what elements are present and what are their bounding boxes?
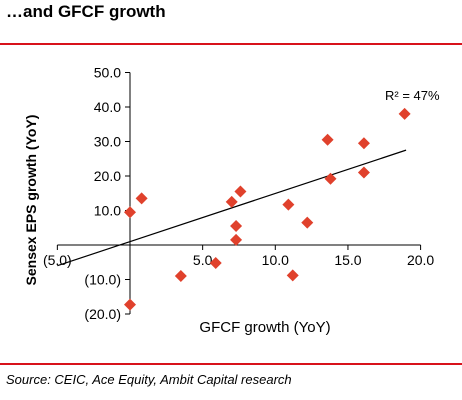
trendline-line — [57, 149, 407, 267]
data-point — [357, 166, 370, 179]
data-point — [301, 216, 314, 229]
trendline — [57, 149, 407, 267]
y-tick-label: 20.0 — [94, 168, 121, 184]
y-tick-label: 30.0 — [94, 134, 121, 150]
y-tick-label: (10.0) — [84, 272, 121, 288]
data-point — [321, 133, 334, 146]
r-squared-label: R² = 47% — [385, 88, 440, 103]
data-point — [124, 298, 136, 311]
scatter-chart: (20.0) (10.0) 10.0 20.0 30.0 40.0 50.0 (5.0) 5.… — [23, 65, 440, 337]
x-tick-label: 5.0 — [193, 252, 213, 268]
data-point — [135, 192, 148, 205]
y-axis: (20.0) (10.0) 10.0 20.0 30.0 40.0 50.0 — [84, 65, 131, 322]
y-tick-label: (20.0) — [84, 306, 121, 322]
data-point — [282, 198, 295, 211]
source-note: Source: CEIC, Ace Equity, Ambit Capital … — [6, 372, 292, 387]
x-tick-label: 10.0 — [262, 252, 289, 268]
data-points — [124, 107, 411, 311]
y-tick-label: 10.0 — [94, 203, 121, 219]
x-tick-label: 20.0 — [407, 252, 434, 268]
data-point — [174, 270, 187, 283]
data-point — [124, 206, 136, 219]
data-point — [209, 256, 222, 269]
chart-title: …and GFCF growth — [6, 2, 166, 21]
data-point — [398, 107, 411, 120]
top-divider — [0, 43, 462, 45]
x-tick-label: 15.0 — [334, 252, 361, 268]
bottom-divider — [0, 363, 462, 365]
data-point — [357, 137, 370, 150]
data-point — [230, 233, 243, 246]
y-axis-title: Sensex EPS growth (YoY) — [23, 115, 39, 286]
data-point — [324, 172, 337, 185]
y-tick-label: 50.0 — [94, 65, 121, 81]
data-point — [225, 195, 238, 208]
x-axis-title: GFCF growth (YoY) — [199, 319, 330, 336]
data-point — [234, 185, 247, 198]
x-tick-label: (5.0) — [43, 252, 72, 268]
y-tick-label: 40.0 — [94, 99, 121, 115]
data-point — [286, 269, 299, 282]
data-point — [230, 220, 243, 233]
x-axis: (5.0) 5.0 10.0 15.0 20.0 — [43, 244, 434, 268]
